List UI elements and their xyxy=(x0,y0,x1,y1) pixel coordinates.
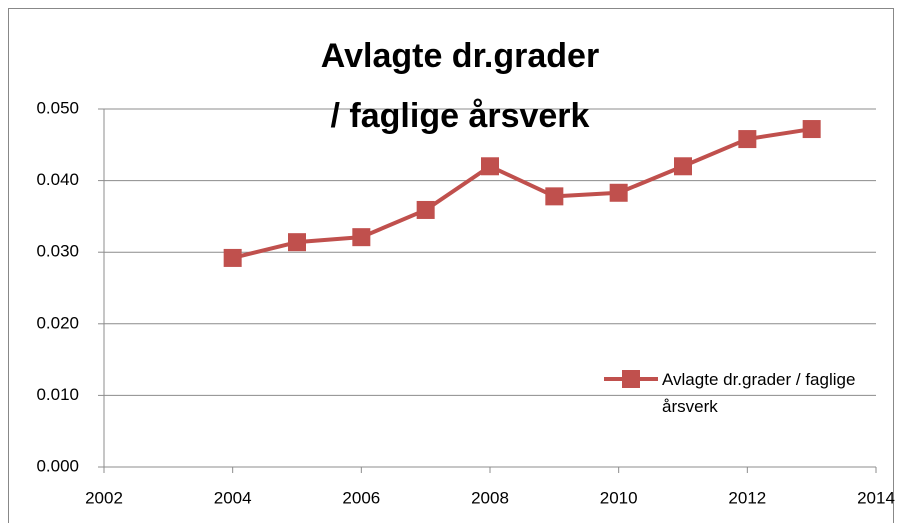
y-tick-label: 0.040 xyxy=(36,170,79,189)
y-tick-label: 0.030 xyxy=(36,242,79,261)
chart-title: / faglige årsverk xyxy=(331,97,590,135)
point-marker xyxy=(288,233,306,252)
x-tick-label: 2008 xyxy=(471,488,509,507)
x-tick-label: 2002 xyxy=(85,488,123,507)
point-marker xyxy=(609,183,628,202)
point-marker xyxy=(223,248,242,267)
x-tick-label: 2006 xyxy=(342,488,380,507)
point-marker xyxy=(802,120,821,139)
x-tick-label: 2004 xyxy=(214,488,252,507)
point-marker xyxy=(481,157,499,176)
legend-label: Avlagte dr.grader / faglige årsverk xyxy=(662,370,856,416)
point-marker xyxy=(674,157,692,176)
x-tick-label: 2010 xyxy=(600,488,638,507)
y-tick-label: 0.000 xyxy=(36,456,79,475)
y-tick-label: 0.020 xyxy=(36,313,79,332)
point-marker xyxy=(738,130,757,149)
series-line xyxy=(232,127,812,260)
y-tick-label: 0.050 xyxy=(36,98,79,117)
chart-border xyxy=(8,8,894,523)
y-tick-label: 0.010 xyxy=(36,385,79,404)
x-tick-label: 2012 xyxy=(728,488,766,507)
point-marker xyxy=(545,187,564,206)
legend-marker xyxy=(622,370,640,388)
x-tick-label: 2014 xyxy=(857,488,895,507)
point-marker xyxy=(416,200,435,219)
point-marker xyxy=(352,228,371,247)
chart-title: Avlagte dr.grader xyxy=(321,37,599,75)
